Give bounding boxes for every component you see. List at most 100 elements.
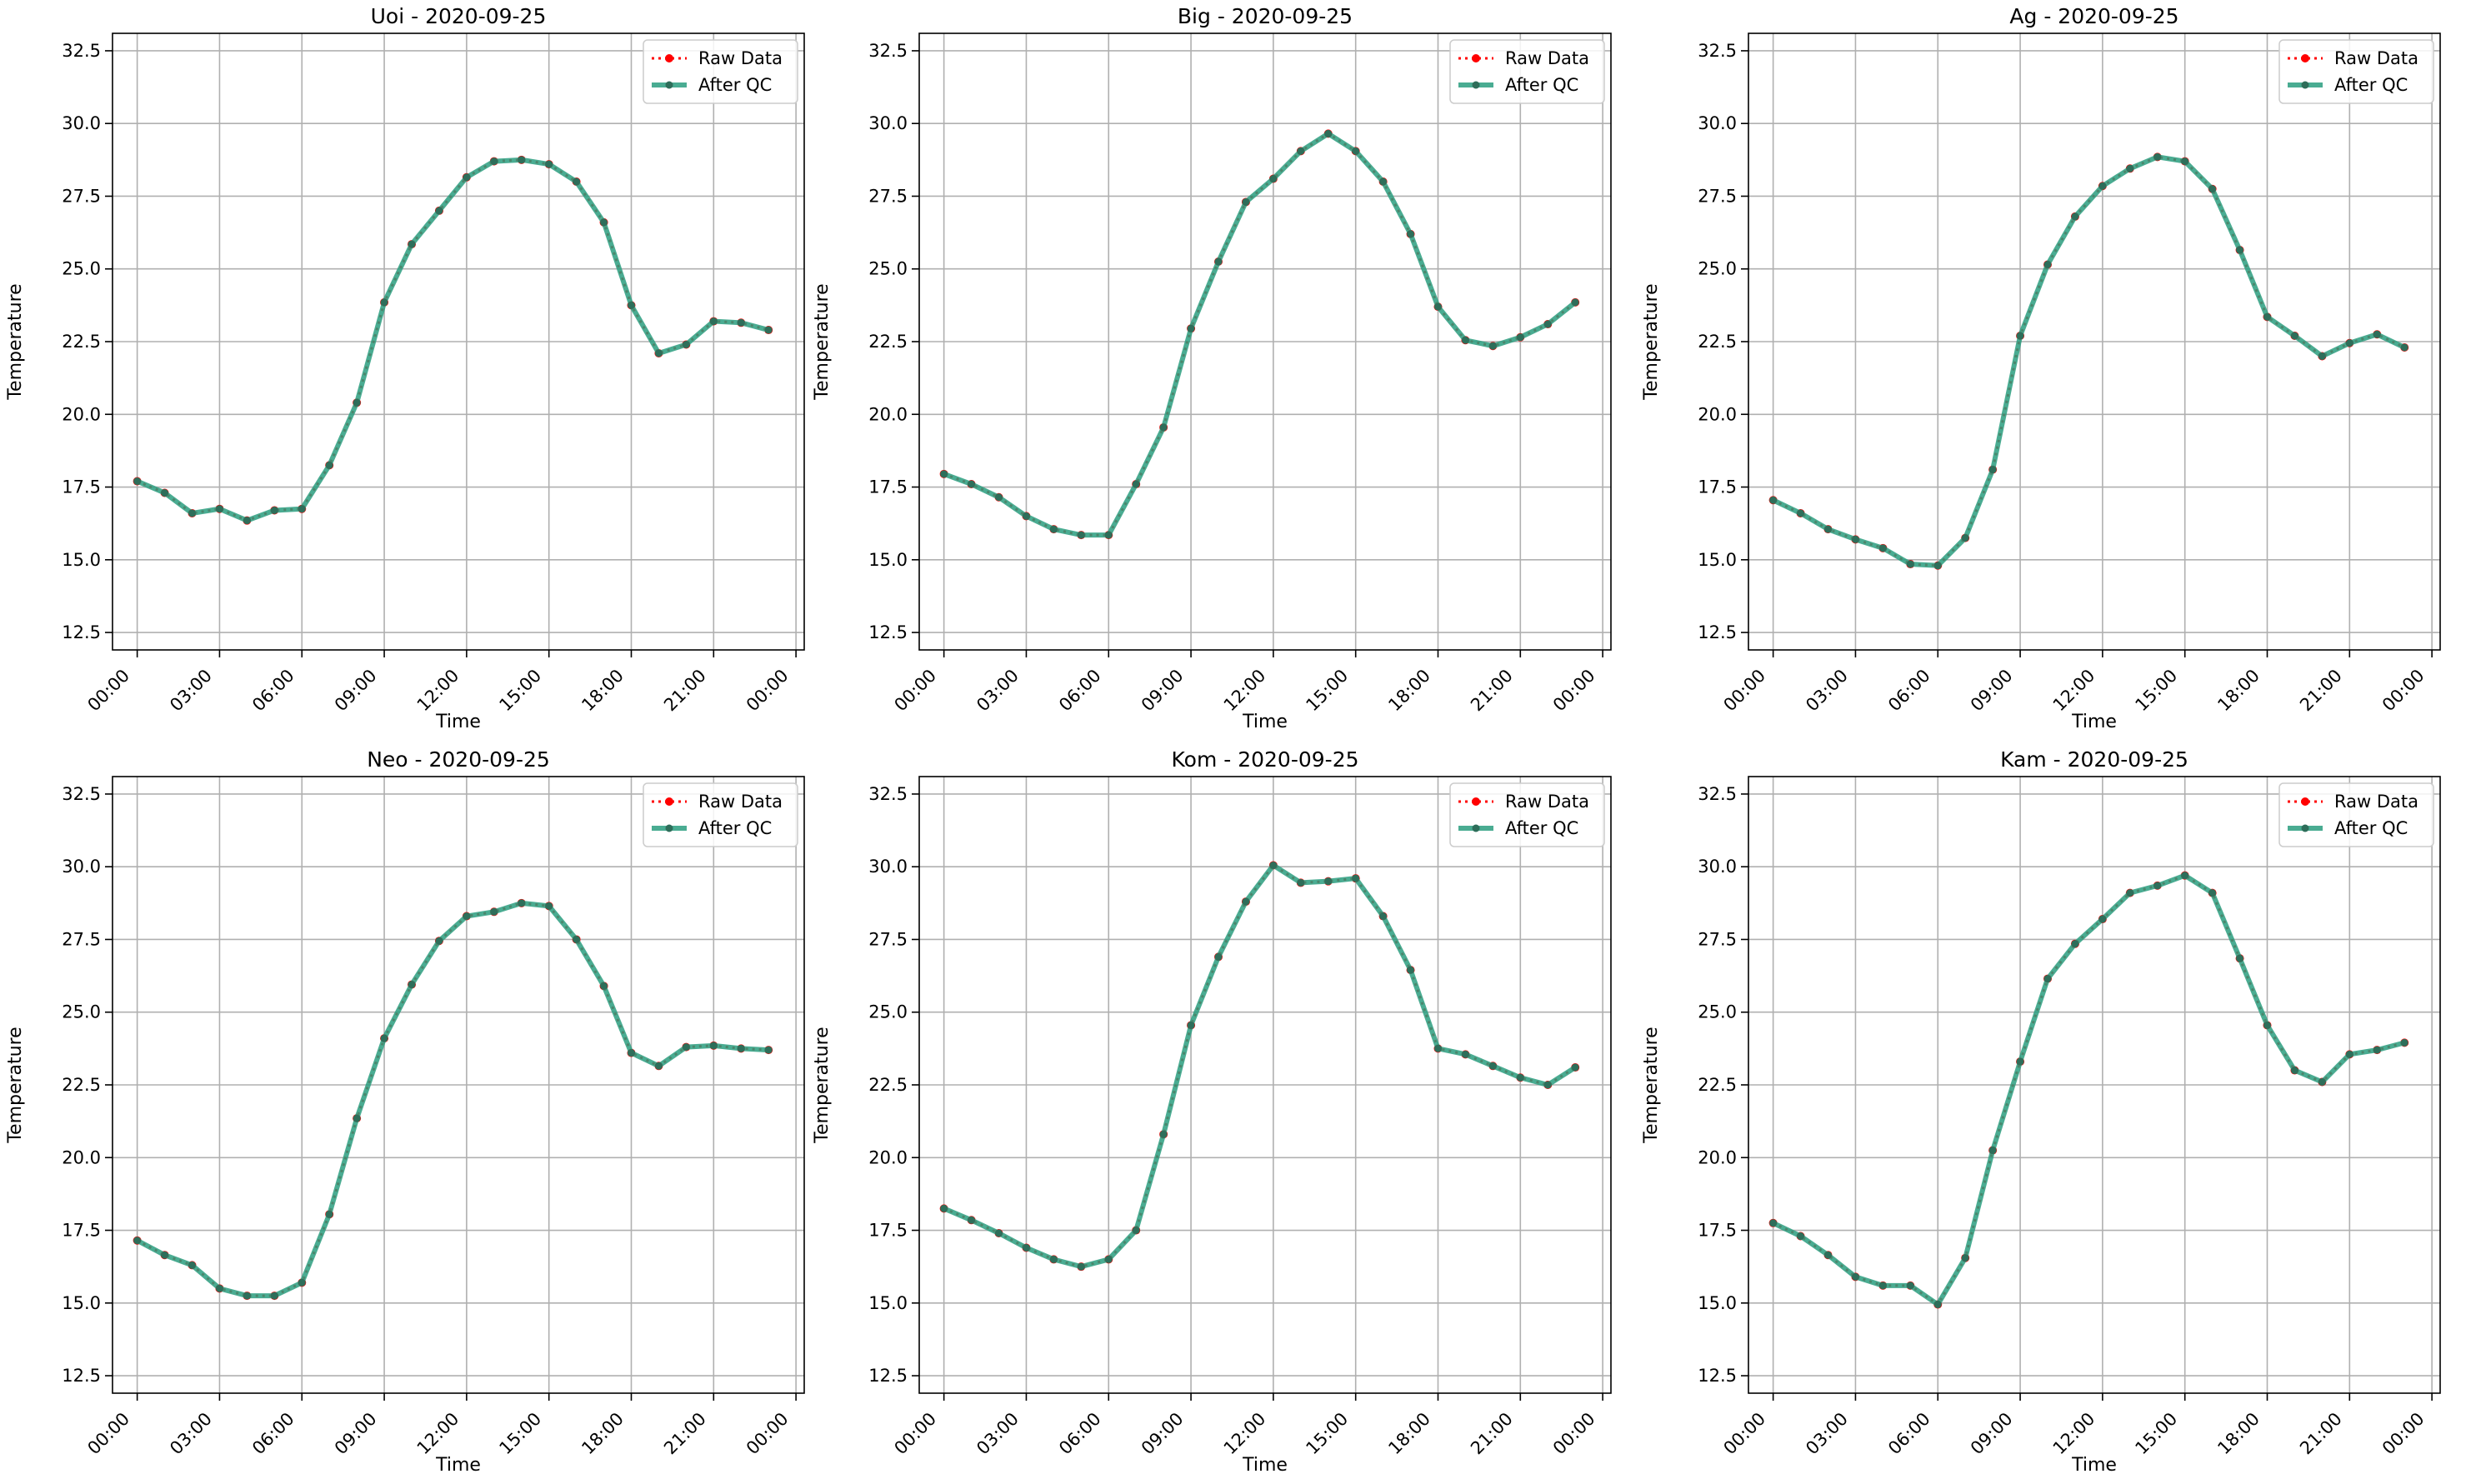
after-qc-point <box>1407 230 1415 238</box>
after-qc-point <box>298 505 306 513</box>
x-tick-label: 00:00 <box>2378 1409 2428 1459</box>
after-qc-point <box>215 505 223 513</box>
after-qc-point <box>463 912 471 921</box>
x-axis-label: Time <box>435 712 481 732</box>
legend-raw-marker <box>665 54 673 62</box>
x-tick-label: 21:00 <box>660 1409 710 1459</box>
x-tick-label: 21:00 <box>1467 666 1517 716</box>
x-tick-label: 00:00 <box>1549 1409 1599 1459</box>
after-qc-point <box>1297 878 1305 887</box>
after-qc-point <box>737 1044 745 1052</box>
after-qc-point <box>940 470 948 478</box>
legend-qc-label: After QC <box>1505 818 1578 838</box>
y-tick-label: 20.0 <box>1698 1147 1737 1167</box>
y-tick-label: 30.0 <box>1698 113 1737 133</box>
legend-qc-label: After QC <box>698 818 772 838</box>
legend: Raw Data After QC <box>2278 782 2434 847</box>
x-tick-label: 00:00 <box>1719 1409 1769 1459</box>
legend-qc-marker <box>665 81 673 89</box>
after-qc-point <box>1242 197 1250 206</box>
after-qc-point <box>380 298 388 307</box>
after-qc-point <box>628 1049 635 1057</box>
y-tick-label: 27.5 <box>62 186 101 206</box>
after-qc-point <box>600 218 608 227</box>
y-tick-label: 17.5 <box>62 477 101 497</box>
x-axis-label: Time <box>435 1455 481 1476</box>
after-qc-point <box>1379 912 1388 921</box>
after-qc-point <box>2208 185 2217 193</box>
y-tick-label: 30.0 <box>1698 857 1737 877</box>
after-qc-point <box>2043 261 2052 268</box>
after-qc-point <box>408 240 416 248</box>
after-qc-point <box>463 173 471 182</box>
legend-raw-marker <box>1472 54 1480 62</box>
chart-title: Kom - 2020-09-25 <box>1172 747 1359 772</box>
x-tick-label: 09:00 <box>1967 666 2017 716</box>
after-qc-point <box>709 1042 718 1050</box>
legend-raw-marker <box>2301 54 2309 62</box>
x-tick-label: 15:00 <box>1302 1409 1352 1459</box>
after-qc-point <box>995 493 1003 502</box>
x-tick-label: 09:00 <box>331 1409 381 1459</box>
grid <box>113 33 804 650</box>
series-raw-data-line <box>137 158 769 522</box>
y-tick-label: 30.0 <box>62 113 101 133</box>
after-qc-point <box>654 349 663 357</box>
x-tick-label: 12:00 <box>1220 666 1270 716</box>
y-tick-label: 22.5 <box>62 1075 101 1095</box>
after-qc-point <box>1543 1081 1552 1089</box>
after-qc-point <box>518 899 526 907</box>
chart-title: Ag - 2020-09-25 <box>2009 4 2178 28</box>
after-qc-point <box>1242 897 1250 906</box>
x-tick-label: 00:00 <box>890 666 940 716</box>
y-tick-label: 32.5 <box>868 41 908 61</box>
after-qc-point <box>1933 1301 1942 1309</box>
after-qc-point <box>518 156 526 164</box>
after-qc-point <box>2263 1021 2271 1029</box>
x-tick-label: 00:00 <box>1549 666 1599 716</box>
after-qc-point <box>298 1278 306 1287</box>
after-qc-point <box>1187 324 1195 332</box>
legend-qc-marker <box>1472 81 1480 89</box>
x-tick-label: 09:00 <box>331 666 381 716</box>
x-axis-label: Time <box>2071 712 2117 732</box>
after-qc-point <box>1988 466 1997 474</box>
y-tick-label: 15.0 <box>62 550 101 570</box>
after-qc-point <box>325 1210 333 1218</box>
y-tick-label: 32.5 <box>868 784 908 804</box>
y-tick-label: 27.5 <box>1698 929 1737 949</box>
series-raw-data-points <box>1768 152 2409 570</box>
legend-raw-label: Raw Data <box>2334 792 2418 812</box>
x-tick-label: 03:00 <box>973 1409 1023 1459</box>
y-tick-label: 27.5 <box>868 186 908 206</box>
after-qc-point <box>1571 298 1579 307</box>
x-tick-label: 12:00 <box>413 1409 463 1459</box>
after-qc-point <box>682 1043 690 1052</box>
x-tick-label: 21:00 <box>660 666 710 716</box>
y-tick-label: 15.0 <box>1698 1293 1737 1313</box>
y-tick-label: 15.0 <box>868 1293 908 1313</box>
x-tick-label: 06:00 <box>1055 666 1105 716</box>
after-qc-point <box>243 517 251 525</box>
after-qc-point <box>1571 1063 1579 1072</box>
after-qc-point <box>1851 1272 1859 1281</box>
x-tick-label: 21:00 <box>2296 666 2346 716</box>
x-axis-label: Time <box>2071 1455 2117 1476</box>
after-qc-point <box>1543 320 1552 328</box>
x-tick-label: 06:00 <box>1884 666 1934 716</box>
after-qc-point <box>1022 512 1030 520</box>
after-qc-point <box>1906 560 1914 568</box>
after-qc-point <box>270 1292 278 1300</box>
y-tick-label: 20.0 <box>1698 404 1737 424</box>
x-tick-label: 00:00 <box>1719 666 1769 716</box>
after-qc-point <box>995 1229 1003 1237</box>
after-qc-point <box>1214 257 1223 266</box>
y-tick-label: 32.5 <box>62 784 101 804</box>
x-tick-label: 03:00 <box>973 666 1023 716</box>
x-tick-label: 09:00 <box>1138 1409 1188 1459</box>
after-qc-point <box>1961 534 1969 542</box>
x-tick-label: 00:00 <box>743 666 793 716</box>
axes-frame <box>112 32 805 651</box>
after-qc-point <box>2290 332 2298 340</box>
after-qc-point <box>600 982 608 990</box>
